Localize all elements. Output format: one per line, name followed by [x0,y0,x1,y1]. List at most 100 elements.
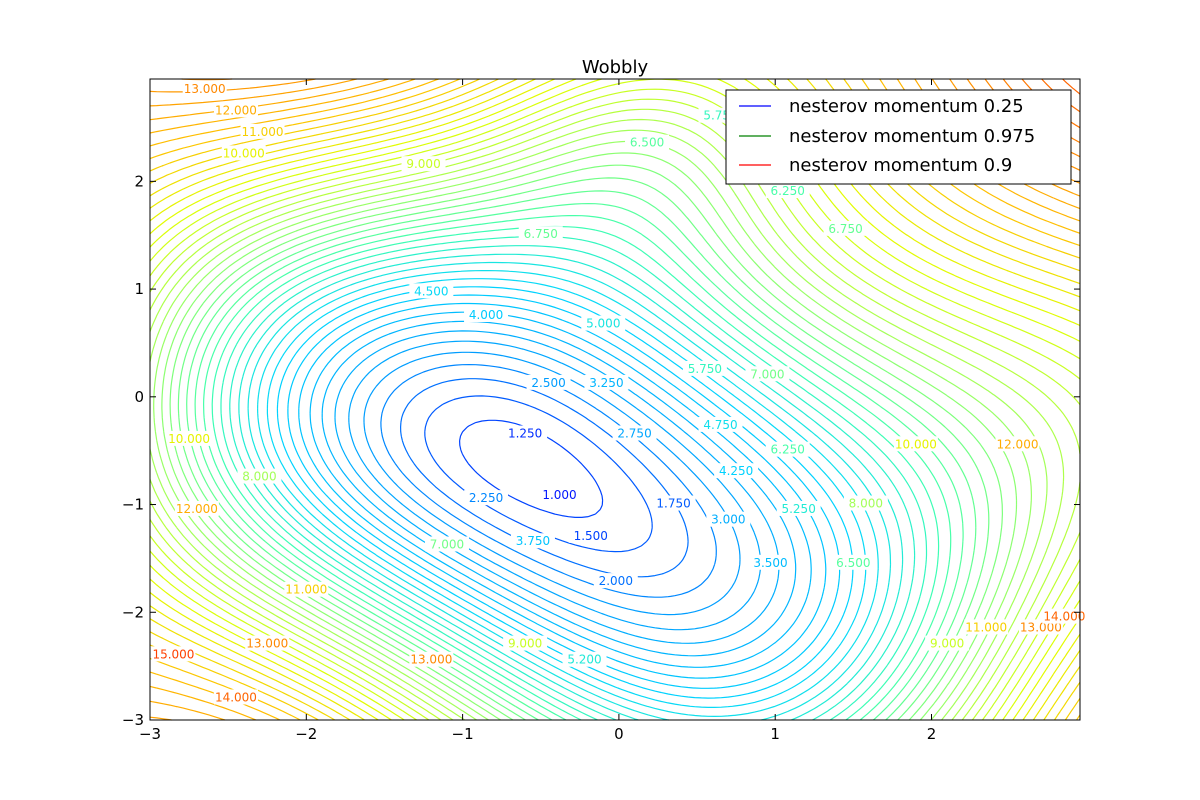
contour-label: 13.000 [1020,620,1062,634]
x-tick-label: 1 [770,725,780,743]
contour-label-background [518,226,563,242]
contour-label-background [568,527,613,543]
contour-label: 14.000 [215,690,257,704]
contour-label-background [823,220,868,236]
legend: nesterov momentum 0.25 nesterov momentum… [725,89,1072,185]
contour-label-background [584,374,629,390]
contour-label: 1.000 [542,488,576,502]
contour-label: 12.000 [215,103,257,117]
contour-label-background [510,533,555,549]
contour-label-background [464,490,509,506]
contour-label-background [464,307,509,323]
contour-label-background [245,635,290,651]
contour-label: 8.000 [849,497,883,511]
contour-label: 6.750 [524,227,558,241]
contour-label: 14.000 [1043,610,1085,624]
contour-label-background [401,156,446,172]
contour-label-background [213,102,258,118]
x-tick-label: −1 [452,725,474,743]
contour-label: 2.000 [599,574,633,588]
legend-label-3: nesterov momentum 0.9 [789,155,1012,176]
chart-title: Wobbly [582,57,649,78]
contour-label-background [221,145,266,161]
contour-line [287,294,841,689]
contour-label: 2.500 [531,376,565,390]
contour-line [424,395,653,553]
contour-label: 12.000 [176,502,218,516]
contour-label: 5.750 [688,362,722,376]
y-tick-label: −3 [122,711,144,729]
contour-label-background [213,689,258,705]
contour-label: 1.250 [508,427,542,441]
y-tick-label: 1 [134,280,144,298]
contour-label-background [612,425,657,441]
contour-label-background [237,468,282,484]
contour-label-background [625,134,670,150]
contour-line [149,78,1081,721]
contour-line [459,419,604,518]
contour-label-background [651,495,696,511]
y-tick-label: −1 [122,496,144,514]
contour-label: 3.000 [711,513,745,527]
contour-label: 9.000 [508,637,542,651]
contour-label-background [503,635,548,651]
y-tick-label: 2 [134,172,144,190]
contour-label-background [925,635,970,651]
contour-line [229,245,916,721]
contour-label: 4.500 [414,284,448,298]
contour-line [203,215,952,721]
contour-label-background [562,651,607,667]
contour-label: 6.500 [836,556,870,570]
contour-label-background [167,430,212,446]
contour-line [194,203,964,721]
contour-label: 3.250 [589,376,623,390]
contour-line [177,177,990,721]
contour-label-background [698,416,743,432]
legend-label-2: nesterov momentum 0.975 [789,126,1035,147]
contour-label: 7.000 [430,537,464,551]
contour-label: 8.000 [242,470,276,484]
contour-label-background [182,80,227,96]
contour-label: 15.000 [152,647,194,661]
contour-line [348,340,762,631]
contour-label-background [843,495,888,511]
x-tick-label: −3 [139,725,161,743]
contour-label-background [706,511,751,527]
contour-label: 6.750 [828,222,862,236]
contour-label-background [682,360,727,376]
contour-label: 3.500 [753,556,787,570]
contour-label-background [964,619,1009,635]
x-tick-label: −2 [295,725,317,743]
contour-line [1062,78,1081,95]
contour-label: 3.750 [516,534,550,548]
contour-label: 5.200 [567,653,601,667]
y-tick-label: 0 [134,388,144,406]
contour-label-background [593,573,638,589]
contour-label-background [409,283,454,299]
contour-label: 4.000 [469,308,503,322]
legend-label-1: nesterov momentum 0.25 [789,96,1024,117]
contour-label: 10.000 [168,432,210,446]
contour-label: 10.000 [895,437,937,451]
contour-line [149,78,1081,721]
contour-line [149,118,1065,721]
contour-label: 2.250 [469,491,503,505]
contour-label-background [240,123,285,139]
contour-line [276,286,854,699]
contour-label: 5.000 [586,317,620,331]
contour-label-background [748,554,793,570]
plot-frame [149,78,1081,721]
contour-label: 6.500 [630,136,664,150]
contour-label: 4.750 [703,418,737,432]
contour-labels: 13.000 12.000 11.000 10.000 9.000 6.750 4.500 4… [151,80,1087,705]
contour-label-background [581,315,626,331]
contour-label: 5.250 [781,502,815,516]
contour-line [247,261,892,721]
contour-label-background [995,436,1040,452]
contour-label: 9.000 [930,637,964,651]
contour-label-background [765,441,810,457]
y-tick-label: −2 [122,603,144,621]
contour-label: 11.000 [965,620,1007,634]
contour-label-background [409,651,454,667]
